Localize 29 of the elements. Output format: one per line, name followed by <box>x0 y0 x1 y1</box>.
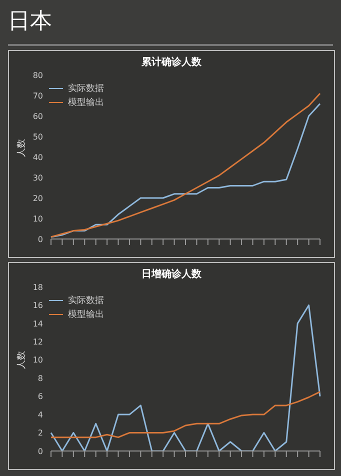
y-tick-label: 10 <box>32 214 43 224</box>
y-axis-title: 人数 <box>16 351 26 369</box>
text: 日本 <box>8 9 52 34</box>
y-tick-label: 20 <box>32 194 43 203</box>
y-tick-label: 30 <box>32 173 43 182</box>
y-tick-label: 40 <box>32 152 43 162</box>
y-tick-label: 70 <box>32 91 43 100</box>
y-tick-label: 0 <box>38 446 43 456</box>
y-tick-label: 12 <box>32 338 43 347</box>
y-tick-label: 14 <box>32 319 43 328</box>
line-series <box>50 391 321 438</box>
y-tick-label: 8 <box>38 374 43 383</box>
y-tick-label: 18 <box>32 282 43 292</box>
chart-title: 累计确诊人数 <box>140 56 202 69</box>
legend-label: 模型输出 <box>68 96 104 108</box>
y-tick-label: 80 <box>32 70 43 80</box>
legend-label: 实际数据 <box>68 294 104 306</box>
y-tick-label: 10 <box>32 356 43 365</box>
y-tick-label: 50 <box>32 132 43 142</box>
y-tick-label: 16 <box>32 301 43 310</box>
y-tick-label: 0 <box>38 234 43 244</box>
y-axis-title: 人数 <box>16 139 26 157</box>
y-tick-label: 60 <box>32 112 43 121</box>
y-tick-label: 2 <box>38 428 43 438</box>
y-tick-label: 6 <box>38 392 43 402</box>
legend-label: 实际数据 <box>68 82 104 94</box>
chart-title: 日增确诊人数 <box>140 268 202 281</box>
y-tick-label: 4 <box>38 410 43 420</box>
legend-label: 模型输出 <box>68 308 104 320</box>
